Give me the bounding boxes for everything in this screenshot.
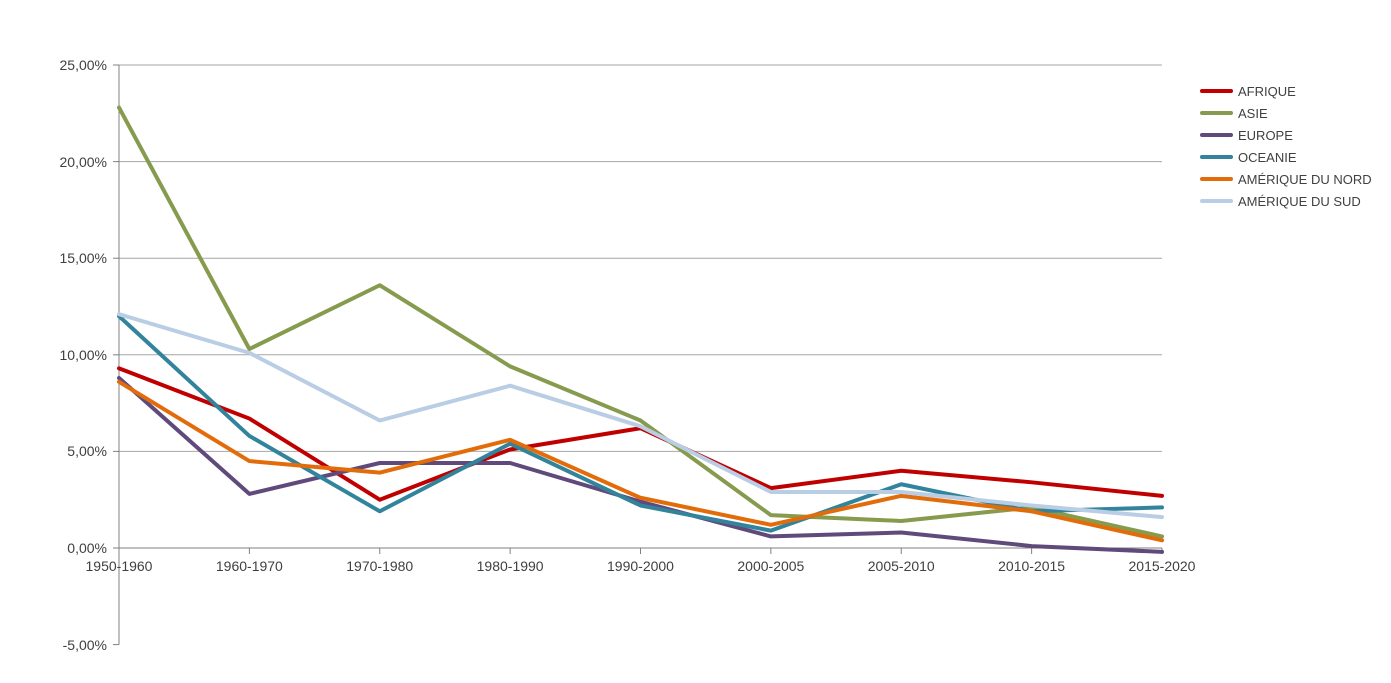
y-axis-tick-label: 25,00% <box>59 57 107 73</box>
x-axis-tick-label: 2015-2020 <box>1128 558 1196 574</box>
legend-label: ASIE <box>1238 105 1268 121</box>
x-axis-tick-label: 1960-1970 <box>215 558 283 574</box>
series-line-afrique <box>117 366 1164 502</box>
x-axis-tick-label: 1970-1980 <box>346 558 414 574</box>
x-axis-tick-label: 1980-1990 <box>476 558 544 574</box>
x-axis-tick-label: 2010-2015 <box>998 558 1066 574</box>
series-lines <box>117 105 1164 554</box>
y-axis-tick-label: 15,00% <box>59 250 107 267</box>
legend-line-swatch <box>1200 111 1233 115</box>
legend: AFRIQUE ASIE EUROPE OCEANIE AMÉRIQUE DU … <box>1200 80 1372 212</box>
legend-line-swatch <box>1200 155 1233 159</box>
x-axis-tick-label: 2005-2010 <box>867 558 935 574</box>
legend-line-swatch <box>1200 199 1233 203</box>
y-axis-tick-label: 5,00% <box>67 443 107 460</box>
series-line-am-rique-du-sud <box>117 312 1164 520</box>
y-axis-tick-label: 20,00% <box>59 153 107 170</box>
y-axis-tick-label: 10,00% <box>59 346 107 363</box>
x-axis-tick-label: 2000-2005 <box>737 558 805 574</box>
legend-item-afrique: AFRIQUE <box>1200 80 1372 102</box>
legend-item-amerique-du-nord: AMÉRIQUE DU NORD <box>1200 168 1372 190</box>
legend-label: AMÉRIQUE DU SUD <box>1238 193 1361 209</box>
x-axis-tick-label: 1950-1960 <box>85 558 153 574</box>
legend-label: AMÉRIQUE DU NORD <box>1238 171 1372 187</box>
legend-item-asie: ASIE <box>1200 102 1372 124</box>
legend-item-europe: EUROPE <box>1200 124 1372 146</box>
gridlines <box>119 64 1162 452</box>
legend-label: EUROPE <box>1238 127 1293 143</box>
series-line-europe <box>117 375 1164 554</box>
series-line-am-rique-du-nord <box>117 379 1164 543</box>
legend-line-swatch <box>1200 177 1233 181</box>
legend-label: AFRIQUE <box>1238 83 1296 99</box>
series-line-asie <box>117 105 1164 539</box>
legend-line-swatch <box>1200 89 1233 93</box>
x-axis-tick-label: 1990-2000 <box>607 558 674 574</box>
y-axis-tick-label: -5,00% <box>62 636 107 653</box>
legend-item-amerique-du-sud: AMÉRIQUE DU SUD <box>1200 190 1372 212</box>
legend-line-swatch <box>1200 133 1233 137</box>
legend-item-oceanie: OCEANIE <box>1200 146 1372 168</box>
legend-label: OCEANIE <box>1238 149 1297 165</box>
y-axis-tick-label: 0,00% <box>67 540 107 556</box>
